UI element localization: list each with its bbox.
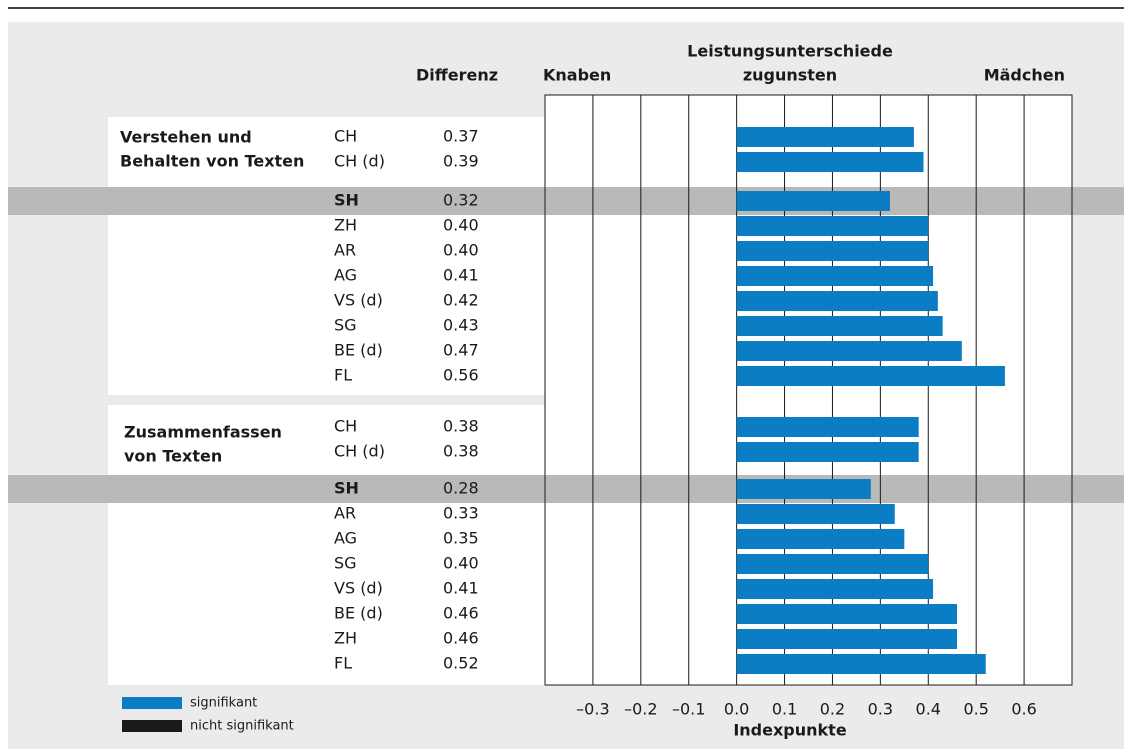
category-label: BE (d) bbox=[334, 341, 383, 360]
value-label: 0.35 bbox=[443, 529, 479, 548]
category-label: SG bbox=[334, 316, 357, 335]
category-label: CH bbox=[334, 417, 357, 436]
value-label: 0.41 bbox=[443, 579, 479, 598]
bar bbox=[736, 417, 919, 437]
value-label: 0.41 bbox=[443, 266, 479, 285]
bar bbox=[736, 604, 958, 624]
value-label: 0.38 bbox=[443, 442, 479, 461]
category-label: BE (d) bbox=[334, 604, 383, 623]
highlight-band bbox=[8, 475, 1124, 503]
value-label: 0.40 bbox=[443, 216, 479, 235]
category-label: SH bbox=[334, 191, 359, 210]
x-tick-label: 0.0 bbox=[724, 700, 749, 719]
category-label: FL bbox=[334, 366, 352, 385]
bar bbox=[736, 152, 924, 172]
bar bbox=[736, 127, 914, 147]
value-label: 0.43 bbox=[443, 316, 479, 335]
x-tick-label: 0.5 bbox=[963, 700, 988, 719]
value-label: 0.46 bbox=[443, 629, 479, 648]
left-label: Knaben bbox=[543, 66, 611, 85]
category-label: CH (d) bbox=[334, 152, 385, 171]
category-label: ZH bbox=[334, 629, 357, 648]
bar bbox=[736, 241, 929, 261]
category-label: FL bbox=[334, 654, 352, 673]
x-tick-label: 0.6 bbox=[1011, 700, 1036, 719]
category-label: SH bbox=[334, 479, 359, 498]
category-label: VS (d) bbox=[334, 579, 383, 598]
value-label: 0.56 bbox=[443, 366, 479, 385]
bar bbox=[736, 266, 934, 286]
group-label: von Texten bbox=[124, 447, 222, 466]
bar bbox=[736, 579, 934, 599]
category-label: AR bbox=[334, 241, 356, 260]
category-label: CH (d) bbox=[334, 442, 385, 461]
category-label: AG bbox=[334, 266, 357, 285]
x-tick-label: 0.4 bbox=[916, 700, 941, 719]
value-label: 0.38 bbox=[443, 417, 479, 436]
category-label: SG bbox=[334, 554, 357, 573]
x-tick-label: 0.1 bbox=[772, 700, 797, 719]
bar bbox=[736, 216, 929, 236]
bar bbox=[736, 366, 1005, 386]
bar bbox=[736, 479, 871, 499]
value-label: 0.40 bbox=[443, 554, 479, 573]
right-label: Mädchen bbox=[984, 66, 1065, 85]
center-label: Leistungsunterschiede bbox=[687, 42, 893, 61]
bar bbox=[736, 529, 905, 549]
bar bbox=[736, 629, 958, 649]
highlight-band bbox=[8, 187, 1124, 215]
value-label: 0.46 bbox=[443, 604, 479, 623]
bar bbox=[736, 654, 986, 674]
x-tick-label: 0.2 bbox=[820, 700, 845, 719]
legend-swatch bbox=[122, 720, 182, 732]
x-tick-label: –0.1 bbox=[672, 700, 705, 719]
group-label: Zusammenfassen bbox=[124, 423, 282, 442]
x-tick-label: 0.3 bbox=[868, 700, 893, 719]
x-tick-label: –0.3 bbox=[576, 700, 609, 719]
category-label: ZH bbox=[334, 216, 357, 235]
value-label: 0.28 bbox=[443, 479, 479, 498]
bar bbox=[736, 191, 890, 211]
group-label: Behalten von Texten bbox=[120, 152, 304, 171]
bar bbox=[736, 341, 962, 361]
category-label: VS (d) bbox=[334, 291, 383, 310]
bar bbox=[736, 316, 943, 336]
x-axis-label: Indexpunkte bbox=[733, 721, 846, 740]
category-label: CH bbox=[334, 127, 357, 146]
value-label: 0.47 bbox=[443, 341, 479, 360]
value-label: 0.40 bbox=[443, 241, 479, 260]
value-label: 0.52 bbox=[443, 654, 479, 673]
group-label: Verstehen und bbox=[120, 128, 252, 147]
bar bbox=[736, 554, 929, 574]
legend-label: signifikant bbox=[190, 696, 257, 711]
value-label: 0.32 bbox=[443, 191, 479, 210]
legend-label: nicht signifikant bbox=[190, 719, 294, 734]
value-label: 0.37 bbox=[443, 127, 479, 146]
bar bbox=[736, 504, 895, 524]
plot-frame bbox=[544, 94, 1073, 686]
category-label: AR bbox=[334, 504, 356, 523]
value-label: 0.39 bbox=[443, 152, 479, 171]
bar bbox=[736, 291, 938, 311]
x-tick-label: –0.2 bbox=[624, 700, 657, 719]
bar bbox=[736, 442, 919, 462]
value-label: 0.42 bbox=[443, 291, 479, 310]
column-title: Differenz bbox=[416, 66, 498, 85]
legend-swatch bbox=[122, 697, 182, 709]
category-label: AG bbox=[334, 529, 357, 548]
value-label: 0.33 bbox=[443, 504, 479, 523]
center-label: zugunsten bbox=[743, 66, 837, 85]
